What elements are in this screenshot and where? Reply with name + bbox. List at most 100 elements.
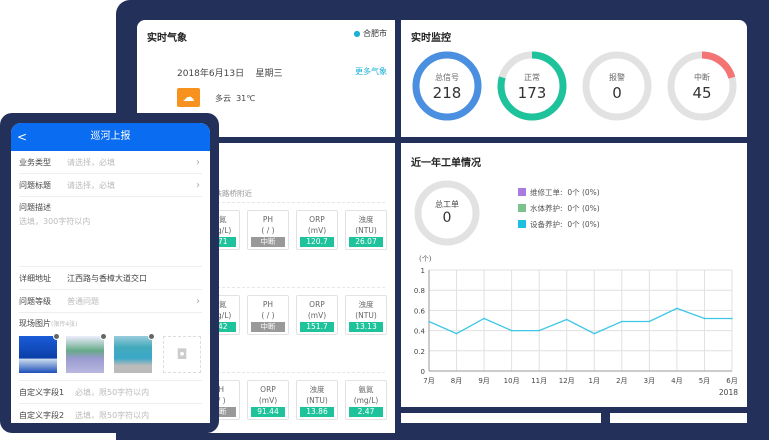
photo-thumb[interactable] [66,333,107,373]
y-axis-label: (个) [419,255,432,263]
total-label: 总工单 [435,200,459,209]
field-custom-2[interactable]: 自定义字段2 选填，限50字符以内 [19,404,202,423]
weekday: 星期三 [255,69,283,79]
metric-value: 151.7 [300,322,334,332]
ring-value: 218 [432,84,462,102]
data-point [648,320,651,323]
y-tick-label: 1 [421,267,425,275]
metric-card[interactable]: PH ( / ) 中断 [247,295,289,335]
condition: 多云 [215,94,231,103]
divider [197,202,385,203]
y-tick-label: 0 [421,368,425,376]
workorder-line-chart: (个) 0 0.2 0.4 0.6 0.8 1 7月 8月 9月 10月 11月 12月 1月 2月 3月 4月… [414,255,738,397]
ring-label: 中断 [694,73,710,82]
metric-name: ORP [309,300,325,309]
ring-label: 报警 [609,73,625,82]
field-label: 详细地址 [19,274,51,283]
photo-thumb[interactable] [114,333,155,373]
divider [197,372,385,373]
metric-value: 中断 [251,322,285,332]
legend-item: 水体养护: 0个 (0%) [518,203,600,214]
phone-frame: < 巡河上报 业务类型 请选择，必填 › 问题标题 请选择，必填 › 问题描述 选填，30… [0,113,219,433]
metric-unit: (mg/L) [206,311,232,320]
metric-card[interactable]: 浊度 (NTU) 26.07 [345,210,387,250]
x-tick-label: 12月 [559,377,575,385]
legend-item: 维修工单: 0个 (0%) [518,187,600,198]
ring-value: 173 [517,84,547,102]
metric-card[interactable]: ORP (mV) 120.7 [296,210,338,250]
phone-header: < 巡河上报 [11,123,210,151]
back-icon[interactable]: < [17,130,28,144]
phone-screen: < 巡河上报 业务类型 请选择，必填 › 问题标题 请选择，必填 › 问题描述 选填，30… [11,123,210,423]
city-selector[interactable]: ● 合肥市 [353,28,387,39]
legend-swatch [518,188,526,196]
ring-value: 45 [692,84,712,102]
data-point [703,317,706,320]
field-label: 业务类型 [19,158,51,167]
metric-name: 浊度 [358,215,374,224]
ring-label: 正常 [524,73,540,82]
chevron-right-icon: › [196,157,200,168]
field-custom-1[interactable]: 自定义字段1 必填，限50字符以内 [19,381,202,404]
field-issue-title[interactable]: 问题标题 请选择，必填 › [19,174,202,197]
city: 合肥市 [363,29,387,38]
metric-value: 120.7 [300,237,334,247]
y-tick-label: 0.4 [414,328,426,336]
data-point [483,317,485,320]
metric-card[interactable]: ORP (mV) 91.44 [247,380,289,420]
data-point [538,329,540,332]
photo-thumb[interactable] [19,333,60,373]
field-address[interactable]: 详细地址 江西路与香樟大道交口 [19,267,202,290]
legend-value: 0个 (0%) [567,220,600,229]
ring-gauge [667,51,737,121]
x-tick-label: 11月 [531,377,547,385]
add-photo-camera-icon[interactable]: ◘ [163,336,201,373]
metric-card[interactable]: ORP (mV) 151.7 [296,295,338,335]
metric-card[interactable]: PH ( / ) 中断 [247,210,289,250]
legend-label: 设备养护: [530,220,563,229]
y-tick-label: 0.2 [414,348,425,356]
field-placeholder: 选填，限50字符以内 [75,411,150,420]
metric-name: PH [262,300,274,309]
field-description[interactable]: 问题描述 选填，300字符以内 [19,197,202,267]
total-value: 0 [442,210,452,226]
metric-card[interactable]: 氨氮 (mg/L) 2.47 [345,380,387,420]
remove-photo-icon[interactable] [100,333,107,340]
legend-value: 0个 (0%) [567,188,600,197]
metric-unit: (NTU) [355,226,377,235]
ring-value: 0 [612,84,622,102]
monitor-title: 实时监控 [411,33,451,44]
metric-unit: (mV) [307,226,327,235]
legend-value: 0个 (0%) [567,204,600,213]
metric-card[interactable]: 浊度 (NTU) 13.86 [296,380,338,420]
metric-unit: ( / ) [261,226,275,235]
metric-card[interactable]: 浊度 (NTU) 13.13 [345,295,387,335]
metric-unit: (NTU) [306,396,328,405]
metric-unit: ( / ) [261,311,275,320]
x-tick-label: 2月 [616,377,627,385]
data-point [510,329,513,332]
data-point [455,332,458,335]
metric-value: 中断 [251,237,285,247]
metric-value: 2.47 [349,407,383,417]
field-photos: 现场图片(限传4张) ◘ [19,313,202,381]
x-year-label: 2018 [719,388,738,397]
x-tick-label: 7月 [423,377,434,385]
field-level[interactable]: 问题等级 普通问题 › [19,290,202,313]
remove-photo-icon[interactable] [53,333,60,340]
metric-name: 氨氮 [358,385,374,394]
metric-name: ORP [309,215,325,224]
bottom-card-left [401,413,601,423]
remove-photo-icon[interactable] [148,333,155,340]
phone-title: 巡河上报 [90,131,131,142]
more-weather-link[interactable]: 更多气象 [355,67,387,76]
field-business-type[interactable]: 业务类型 请选择，必填 › [19,151,202,174]
field-placeholder: 请选择，必填 [67,181,115,190]
partly-cloudy-icon: ☁ [177,88,200,107]
x-tick-label: 5月 [699,377,710,385]
ring-gauge [582,51,652,121]
temperature: 31℃ [236,94,256,103]
photos-hint: (限传4张) [51,321,78,328]
metric-unit: (mg/L) [206,226,232,235]
series-line [428,307,732,335]
